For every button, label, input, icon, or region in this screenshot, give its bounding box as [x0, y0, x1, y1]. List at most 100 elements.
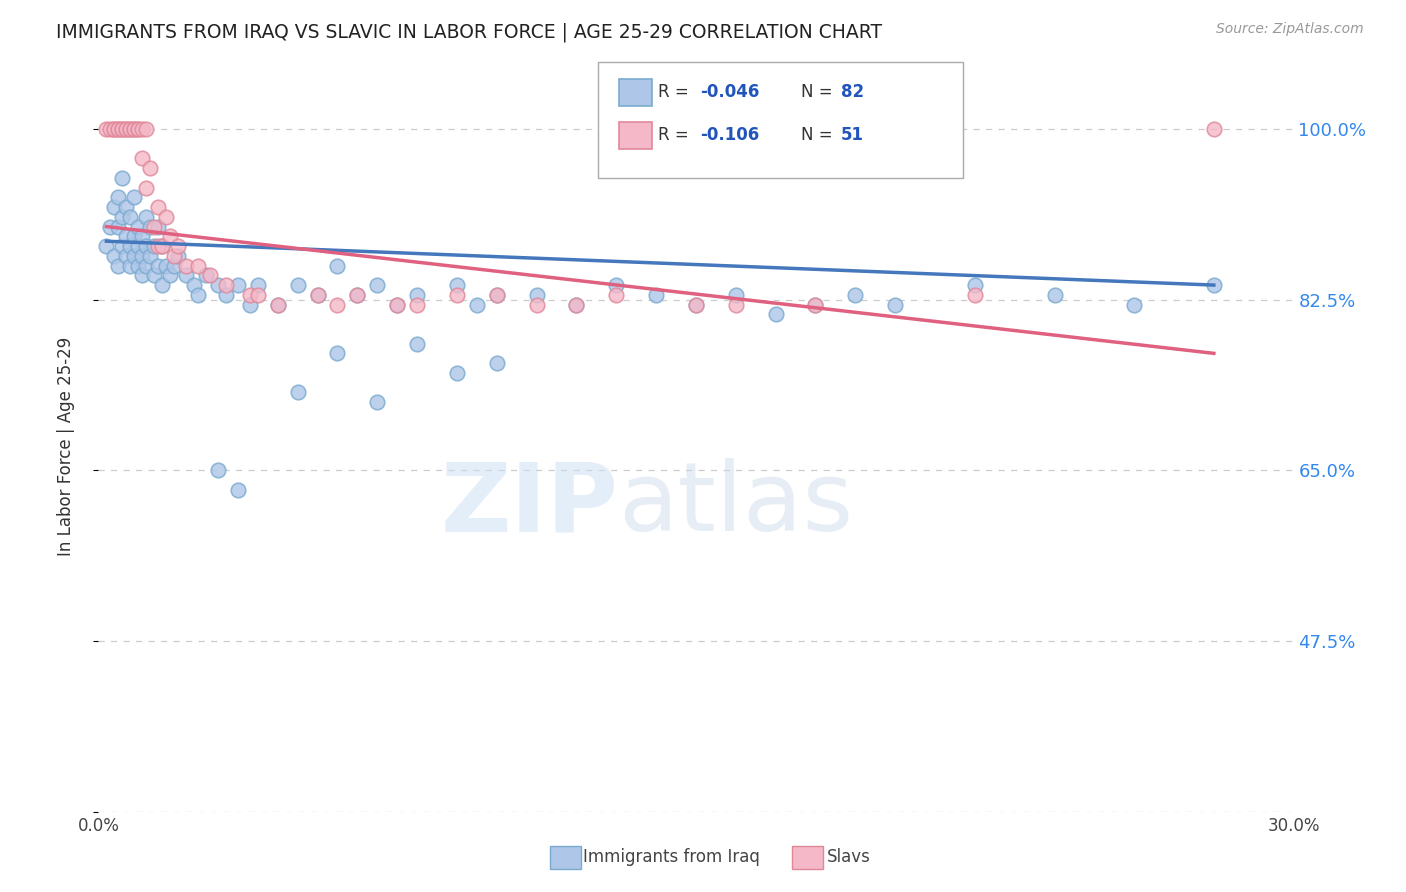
Y-axis label: In Labor Force | Age 25-29: In Labor Force | Age 25-29	[56, 336, 75, 556]
Point	[724, 288, 747, 302]
Point	[107, 219, 129, 234]
Point	[143, 219, 166, 234]
Point	[120, 122, 142, 136]
Point	[226, 278, 249, 293]
Point	[685, 297, 707, 311]
Point	[143, 239, 166, 253]
Point	[139, 249, 162, 263]
Point	[1043, 288, 1066, 302]
Point	[124, 249, 146, 263]
Point	[174, 259, 197, 273]
Point	[127, 259, 149, 273]
Point	[326, 259, 349, 273]
Point	[163, 259, 186, 273]
Point	[131, 122, 153, 136]
Point	[115, 122, 138, 136]
Text: -0.106: -0.106	[700, 126, 759, 144]
Point	[124, 190, 146, 204]
Point	[226, 483, 249, 497]
Point	[111, 122, 134, 136]
Point	[131, 249, 153, 263]
Point	[385, 297, 409, 311]
Point	[963, 278, 986, 293]
Point	[645, 288, 668, 302]
Point	[963, 288, 986, 302]
Point	[1202, 278, 1225, 293]
Point	[120, 210, 142, 224]
Text: ZIP: ZIP	[440, 458, 619, 551]
Point	[148, 239, 170, 253]
Point	[446, 278, 468, 293]
Point	[103, 200, 125, 214]
Point	[207, 278, 229, 293]
Point	[131, 229, 153, 244]
Text: R =: R =	[658, 83, 695, 101]
Point	[267, 297, 290, 311]
Point	[115, 229, 138, 244]
Point	[107, 190, 129, 204]
Point	[163, 249, 186, 263]
Point	[111, 170, 134, 185]
Text: Immigrants from Iraq: Immigrants from Iraq	[583, 848, 761, 866]
Point	[287, 385, 309, 400]
Point	[159, 268, 181, 283]
Point	[385, 297, 409, 311]
Point	[724, 297, 747, 311]
Point	[103, 122, 125, 136]
Point	[565, 297, 588, 311]
Text: R =: R =	[658, 126, 695, 144]
Point	[124, 229, 146, 244]
Point	[107, 122, 129, 136]
Point	[198, 268, 221, 283]
Point	[485, 288, 508, 302]
Point	[111, 239, 134, 253]
Point	[239, 288, 262, 302]
Point	[605, 288, 627, 302]
Point	[103, 122, 125, 136]
Point	[150, 239, 173, 253]
Point	[98, 122, 122, 136]
Point	[96, 122, 118, 136]
Text: 51: 51	[841, 126, 863, 144]
Point	[526, 297, 548, 311]
Point	[115, 200, 138, 214]
Point	[565, 297, 588, 311]
Point	[187, 288, 209, 302]
Point	[215, 278, 238, 293]
Point	[287, 278, 309, 293]
Point	[765, 307, 787, 321]
Point	[366, 395, 388, 409]
Point	[346, 288, 368, 302]
Point	[167, 239, 190, 253]
Point	[406, 288, 429, 302]
Text: -0.046: -0.046	[700, 83, 759, 101]
Point	[207, 463, 229, 477]
Point	[111, 122, 134, 136]
Point	[124, 122, 146, 136]
Point	[103, 249, 125, 263]
Point	[155, 259, 177, 273]
Point	[124, 122, 146, 136]
Point	[167, 249, 190, 263]
Point	[111, 210, 134, 224]
Point	[844, 288, 866, 302]
Point	[115, 249, 138, 263]
Point	[127, 122, 149, 136]
Point	[107, 259, 129, 273]
Point	[135, 180, 157, 194]
Point	[183, 278, 205, 293]
Point	[326, 297, 349, 311]
Point	[485, 288, 508, 302]
Point	[526, 288, 548, 302]
Point	[215, 288, 238, 302]
Point	[107, 122, 129, 136]
Point	[605, 278, 627, 293]
Point	[120, 122, 142, 136]
Point	[246, 288, 269, 302]
Text: 82: 82	[841, 83, 863, 101]
Point	[1123, 297, 1146, 311]
Point	[346, 288, 368, 302]
Point	[465, 297, 488, 311]
Point	[127, 239, 149, 253]
Point	[804, 297, 827, 311]
